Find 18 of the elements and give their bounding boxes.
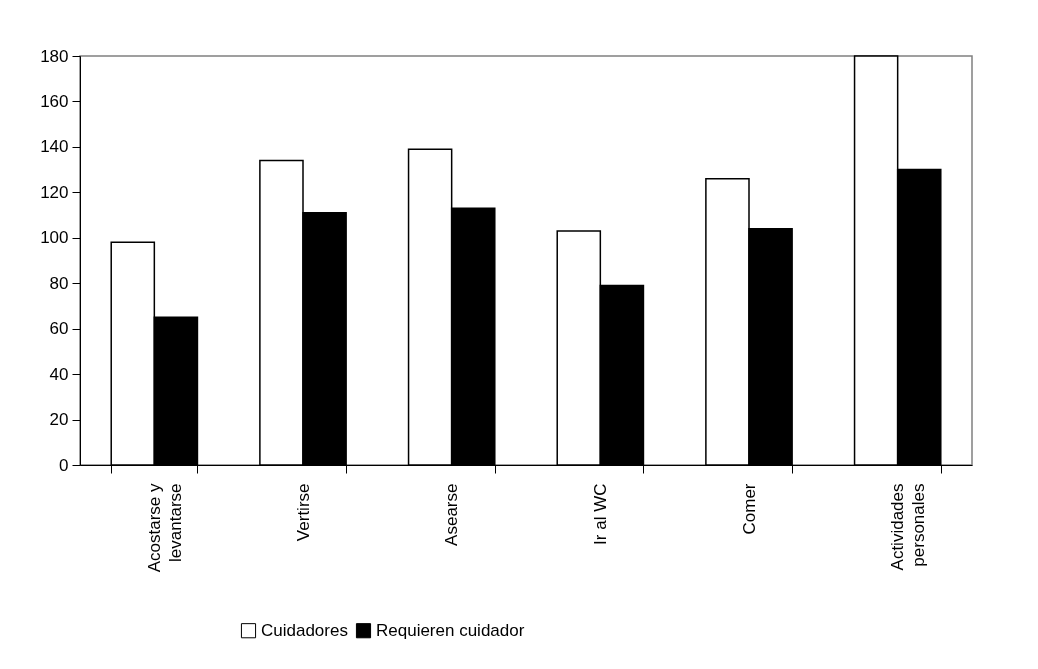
y-tick-label: 80 bbox=[49, 273, 69, 293]
y-tick-label: 100 bbox=[40, 228, 69, 248]
y-tick-label: 160 bbox=[40, 91, 69, 111]
y-tick-label: 0 bbox=[59, 455, 69, 475]
y-tick-label: 40 bbox=[49, 364, 69, 384]
x-tick-label: Ir al WC bbox=[590, 483, 610, 545]
y-tick-label: 140 bbox=[40, 137, 69, 157]
y-tick-label: 120 bbox=[40, 182, 69, 202]
y-tick-label: 20 bbox=[49, 410, 69, 430]
x-tick-label: Asearse bbox=[442, 483, 462, 546]
x-tick-label: Acostarse y levantarse bbox=[144, 483, 185, 573]
x-tick-label: Vertirse bbox=[293, 483, 313, 542]
y-tick-label: 180 bbox=[40, 46, 69, 66]
x-tick-label: Comer bbox=[739, 483, 759, 535]
y-tick-label: 60 bbox=[49, 319, 69, 339]
legend-label: Requieren cuidador bbox=[376, 620, 525, 640]
x-tick-label: Actividades personales bbox=[888, 483, 929, 571]
legend-label: Cuidadores bbox=[261, 620, 348, 640]
